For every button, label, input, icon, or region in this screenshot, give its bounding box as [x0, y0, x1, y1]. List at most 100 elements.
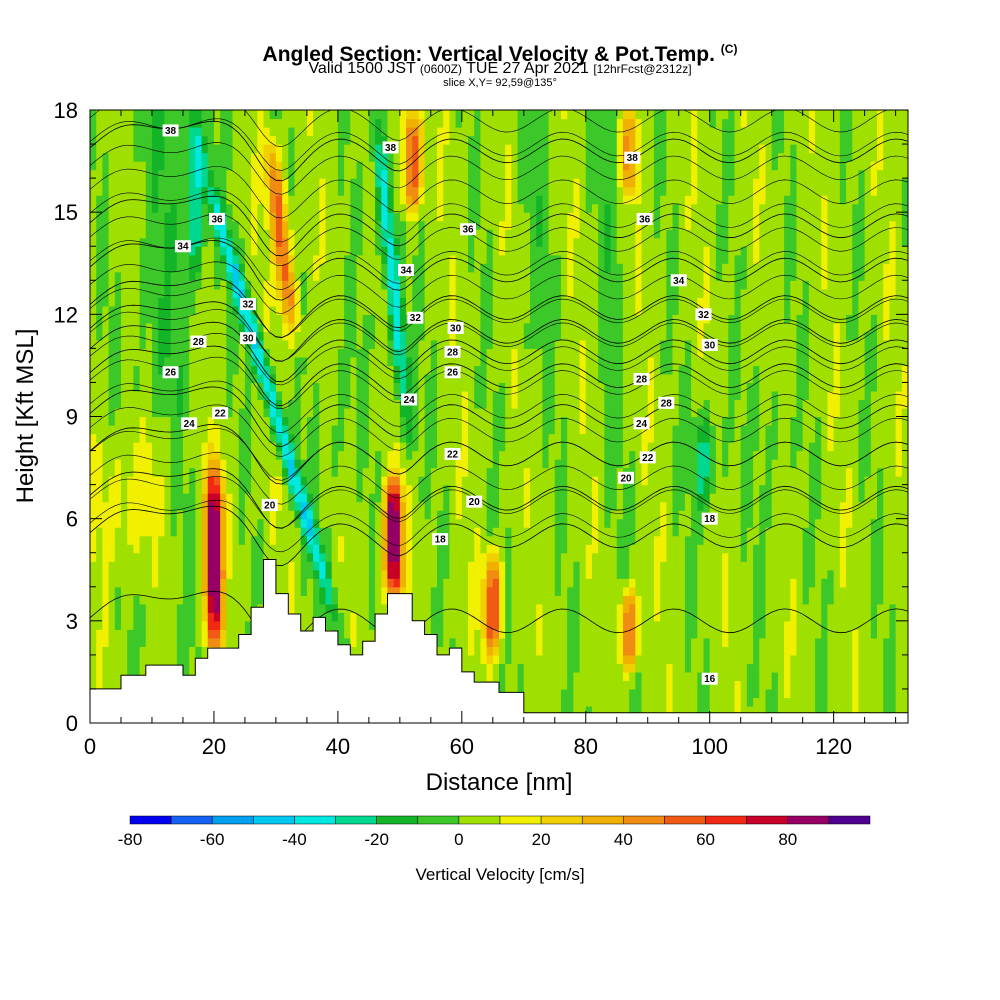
- heatmap-cell: [176, 561, 184, 571]
- heatmap-cell: [839, 535, 847, 545]
- heatmap-cell: [356, 544, 364, 554]
- heatmap-cell: [591, 561, 599, 571]
- heatmap-cell: [406, 569, 413, 579]
- heatmap-cell: [746, 663, 754, 673]
- heatmap-cell: [170, 595, 178, 605]
- heatmap-cell: [275, 586, 283, 596]
- heatmap-cell: [474, 425, 482, 435]
- heatmap-cell: [319, 510, 327, 520]
- heatmap-cell: [790, 459, 798, 469]
- heatmap-cell: [765, 527, 773, 537]
- heatmap-cell: [858, 493, 866, 503]
- heatmap-cell: [461, 501, 469, 511]
- heatmap-cell: [815, 561, 822, 571]
- heatmap-cell: [114, 586, 122, 596]
- heatmap-cell: [715, 561, 723, 571]
- heatmap-cell: [697, 654, 705, 664]
- heatmap-cell: [325, 518, 333, 528]
- heatmap-cell: [108, 450, 116, 460]
- heatmap-cell: [412, 493, 420, 503]
- heatmap-cell: [759, 620, 767, 630]
- heatmap-cell: [201, 535, 209, 545]
- heatmap-cell: [486, 671, 494, 682]
- heatmap-cell: [753, 569, 760, 579]
- heatmap-cell: [901, 654, 908, 664]
- heatmap-cell: [647, 671, 655, 682]
- heatmap-cell: [629, 484, 636, 494]
- heatmap-cell: [542, 569, 550, 579]
- heatmap-cell: [120, 476, 128, 486]
- heatmap-cell: [418, 578, 426, 588]
- heatmap-cell: [753, 595, 760, 605]
- heatmap-cell: [536, 527, 543, 537]
- heatmap-cell: [616, 484, 624, 494]
- heatmap-cell: [709, 484, 717, 494]
- heatmap-cell: [870, 603, 878, 613]
- heatmap-cell: [653, 569, 661, 579]
- heatmap-cell: [684, 425, 692, 435]
- heatmap-cell: [554, 399, 562, 409]
- heatmap-cell: [455, 603, 463, 613]
- heatmap-cell: [796, 603, 804, 613]
- heatmap-cell: [697, 705, 705, 716]
- heatmap-cell: [282, 467, 289, 477]
- heatmap-cell: [610, 629, 618, 639]
- heatmap-cell: [678, 671, 686, 682]
- heatmap-cell: [412, 552, 420, 562]
- heatmap-cell: [368, 442, 376, 452]
- heatmap-cell: [449, 620, 457, 630]
- heatmap-cell: [189, 586, 196, 596]
- heatmap-cell: [802, 544, 810, 554]
- heatmap-cell: [548, 578, 556, 588]
- heatmap-cell: [895, 535, 903, 545]
- heatmap-cell: [548, 459, 556, 469]
- heatmap-cell: [815, 459, 822, 469]
- heatmap-cell: [523, 697, 531, 707]
- heatmap-cell: [232, 501, 240, 511]
- heatmap-cell: [182, 518, 190, 528]
- heatmap-cell: [189, 663, 196, 673]
- heatmap-cell: [158, 407, 165, 418]
- heatmap-cell: [164, 561, 172, 571]
- heatmap-cell: [213, 425, 221, 435]
- heatmap-cell: [381, 595, 389, 605]
- heatmap-cell: [901, 476, 908, 486]
- heatmap-cell: [598, 680, 605, 690]
- heatmap-cell: [182, 654, 190, 664]
- heatmap-cell: [158, 552, 165, 562]
- heatmap-cell: [622, 688, 630, 699]
- heatmap-cell: [877, 697, 884, 707]
- heatmap-cell: [746, 603, 754, 613]
- heatmap-cell: [573, 518, 581, 528]
- heatmap-cell: [796, 629, 804, 639]
- heatmap-cell: [796, 578, 804, 588]
- heatmap-cell: [616, 407, 624, 418]
- heatmap-cell: [536, 518, 543, 528]
- heatmap-cell: [734, 407, 742, 418]
- heatmap-cell: [251, 467, 258, 477]
- heatmap-cell: [647, 680, 655, 690]
- heatmap-cell: [232, 399, 240, 409]
- heatmap-cell: [598, 629, 605, 639]
- heatmap-cell: [852, 407, 860, 418]
- heatmap-cell: [722, 663, 729, 673]
- heatmap-cell: [133, 527, 141, 537]
- heatmap-cell: [635, 467, 643, 477]
- heatmap-cell: [833, 705, 841, 716]
- heatmap-cell: [703, 697, 711, 707]
- heatmap-cell: [616, 586, 624, 596]
- heatmap-cell: [573, 612, 581, 622]
- heatmap-cell: [790, 527, 798, 537]
- heatmap-cell: [269, 467, 277, 477]
- heatmap-cell: [368, 433, 376, 443]
- heatmap-cell: [176, 518, 184, 528]
- heatmap-cell: [536, 697, 543, 707]
- heatmap-cell: [815, 595, 822, 605]
- heatmap-cell: [499, 518, 506, 528]
- heatmap-cell: [759, 416, 767, 426]
- heatmap-cell: [759, 450, 767, 460]
- heatmap-cell: [306, 484, 314, 494]
- heatmap-cell: [802, 484, 810, 494]
- heatmap-cell: [114, 459, 122, 469]
- heatmap-cell: [344, 476, 351, 486]
